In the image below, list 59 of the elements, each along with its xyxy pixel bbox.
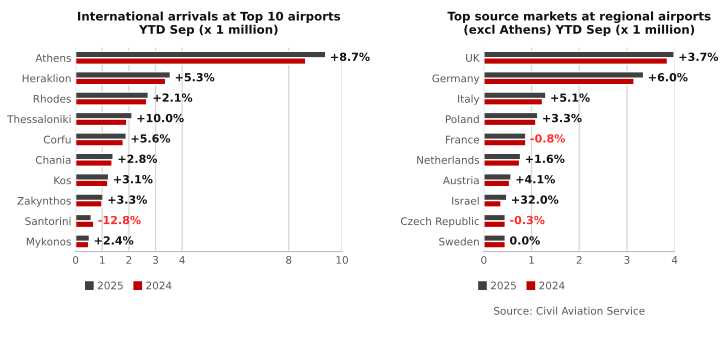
annotation: +32.0% (512, 195, 558, 204)
x-tick-label: 4 (672, 256, 678, 264)
annotation: +2.1% (154, 93, 192, 102)
y-tick-label: Santorini (25, 217, 70, 226)
annotation: +4.1% (516, 175, 555, 184)
y-tick-label: France (446, 136, 480, 144)
annotation: +5.3% (176, 73, 214, 82)
annotation: +3.3% (108, 195, 147, 204)
y-tick-label: Sweden (439, 237, 479, 246)
y-tick-label: Netherlands (417, 156, 480, 164)
y-tick-label: Poland (446, 115, 479, 124)
x-tick-label: 0 (72, 256, 78, 264)
annotation: -0.8% (530, 134, 566, 143)
legend-label: 2025 (491, 282, 516, 290)
x-tick-label: 3 (153, 256, 158, 264)
y-tick-label: Austria (442, 176, 479, 184)
x-tick-label: 0 (481, 256, 486, 264)
annotation: +3.7% (680, 52, 718, 62)
y-tick-label: Zakynthos (17, 196, 71, 207)
chart-title: Top source markets at regional airports (excl Athens) YTD Sep (x 1 million) (447, 11, 710, 36)
x-tick-label: 2 (576, 256, 582, 264)
annotation: +2.8% (118, 154, 158, 164)
annotation: +6.0% (648, 73, 688, 82)
x-tick-label: 10 (336, 256, 348, 264)
x-tick-label: 3 (624, 256, 630, 264)
legend-label: 2024 (146, 282, 172, 290)
x-tick-label: 1 (100, 256, 105, 264)
annotation: +2.4% (94, 236, 134, 245)
annotation: -0.3% (510, 216, 545, 224)
y-tick-label: Germany (432, 74, 480, 84)
annotation: +3.1% (114, 175, 153, 184)
annotation: +8.7% (331, 52, 370, 62)
annotation: -12.8% (98, 216, 141, 224)
annotation: +5.6% (132, 134, 170, 143)
x-tick-label: 1 (529, 256, 534, 264)
y-tick-label: UK (466, 54, 480, 62)
y-tick-label: Chania (36, 156, 70, 164)
annotation: +5.1% (551, 93, 590, 102)
y-tick-label: Thessaloniki (7, 115, 70, 124)
y-tick-label: Rhodes (34, 94, 71, 103)
y-tick-label: Czech Republic (400, 217, 480, 228)
annotation: 0.0% (510, 236, 540, 245)
x-tick-label: 2 (126, 256, 132, 264)
y-tick-label: Kos (54, 176, 71, 184)
legend-label: 2024 (539, 282, 565, 290)
annotation: +1.6% (526, 154, 565, 164)
legend-label: 2025 (98, 282, 123, 290)
y-tick-label: Athens (35, 54, 71, 62)
y-tick-label: Heraklion (22, 74, 71, 82)
chart-title: International arrivals at Top 10 airports YTD Sep (x 1 million) (78, 12, 340, 36)
y-tick-label: Israel (452, 196, 479, 205)
y-tick-label: Italy (458, 94, 480, 105)
y-tick-label: Corfu (44, 135, 70, 144)
annotation: +10.0% (137, 114, 184, 122)
annotation: +3.3% (543, 114, 582, 122)
x-tick-label: 4 (179, 256, 185, 264)
y-tick-label: Mykonos (26, 237, 71, 248)
source-note: Source: Civil Aviation Service (494, 306, 645, 315)
x-tick-label: 8 (286, 256, 292, 264)
